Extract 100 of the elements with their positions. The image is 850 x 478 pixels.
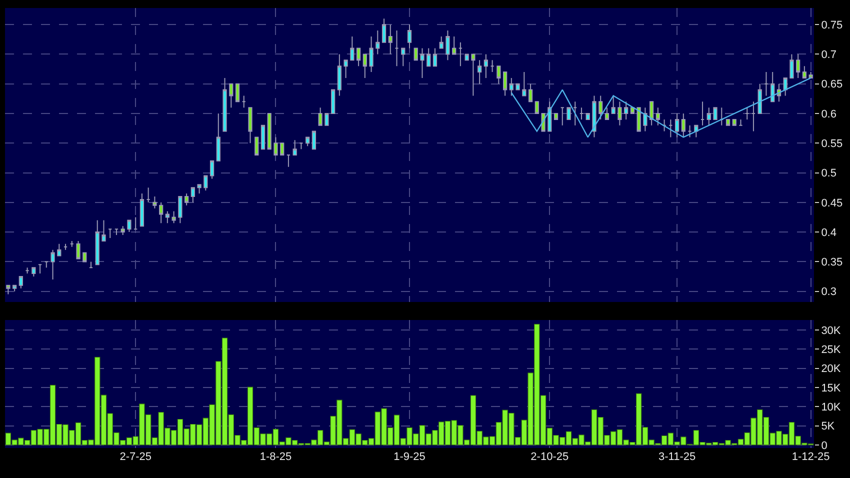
candlestick [222,77,227,132]
candlestick [592,95,596,138]
candlestick [732,118,736,126]
y-tick-label: 15K [821,382,842,394]
candlestick [350,36,354,61]
candlestick [674,113,680,138]
x-tick-label: 1-9-25 [394,451,426,463]
candlestick [554,113,558,120]
candlestick [76,240,80,260]
candlestick [726,118,730,126]
candlestick [12,284,17,292]
candlestick [197,184,202,194]
candlestick [650,101,654,126]
candlestick [534,101,539,114]
candlestick [63,243,68,250]
candlestick [624,101,628,120]
candlestick [758,83,762,114]
candlestick [611,95,616,114]
candlestick [490,60,494,73]
candlestick [120,226,125,236]
candlestick [331,89,336,114]
candlestick [790,54,794,78]
candlestick [108,228,112,238]
y-tick-label: 0.3 [821,286,836,298]
candlestick [548,101,552,132]
candlestick [44,261,48,268]
candlestick [376,30,380,55]
y-tick-label: 0.35 [821,256,843,269]
candlestick [159,202,164,224]
y-tick-label: 0.7 [821,49,836,62]
candlestick [38,264,42,274]
candlestick [70,240,74,248]
candlestick [82,252,87,262]
candlestick [452,36,456,55]
x-tick-label: 3-11-25 [658,451,696,463]
candlestick [286,154,291,168]
y-tick-label: 0.5 [821,168,836,180]
candlestick [362,54,367,78]
candlestick [299,142,304,150]
candlestick [184,193,189,206]
candlestick [706,107,711,126]
candlestick [114,228,119,236]
candlestick [738,118,743,126]
candlestick [764,72,768,96]
candlestick [688,124,692,138]
candlestick [700,101,705,126]
candlestick [745,107,750,120]
candlestick [152,196,157,209]
y-tick-label: 0.6 [821,108,836,120]
candlestick [656,107,660,126]
candlestick [88,261,94,268]
candlestick [420,48,424,78]
candlestick [522,72,526,96]
candlestick [57,243,62,256]
candlestick [478,60,482,84]
candlestick [344,60,348,78]
y-tick-label: 30K [821,324,842,337]
candlestick [598,95,603,120]
candlestick [560,107,564,126]
candlestick [643,107,648,132]
candlestick [306,136,310,147]
y-tick-label: 25K [821,344,842,356]
y-tick-label: 0.45 [821,197,843,210]
candlestick [586,113,590,120]
candlestick [783,77,788,96]
y-tick-label: 0.65 [821,78,843,91]
candlestick [713,107,718,120]
candlestick [280,142,284,156]
candlestick [720,107,724,126]
candlestick [502,72,508,96]
y-tick-label: 0.75 [821,19,843,32]
candlestick [312,130,316,150]
candlestick [134,216,138,230]
candlestick [439,36,444,49]
x-tick-label: 2-10-25 [530,451,569,463]
candlestick [446,30,450,61]
candlestick [337,54,342,96]
candlestick [172,210,176,224]
candlestick [318,107,322,126]
x-tick-label: 2-7-25 [120,451,152,463]
candlestick [528,83,533,102]
candlestick [274,136,278,156]
candlestick [579,107,584,120]
candlestick [260,124,266,150]
candlestick [242,95,246,108]
candlestick [414,48,418,61]
candlestick [394,30,399,67]
candlestick [432,48,438,67]
candlestick [102,220,106,242]
candlestick [292,140,297,156]
y-tick-label: 0.4 [821,226,836,239]
candlestick [140,193,144,227]
candlestick [464,54,469,61]
candlestick [668,118,673,138]
candlestick [95,220,100,266]
candlestick [382,18,386,43]
candlestick [516,83,520,90]
candlestick [235,83,240,102]
candlestick [25,267,30,274]
candlestick [254,136,259,156]
